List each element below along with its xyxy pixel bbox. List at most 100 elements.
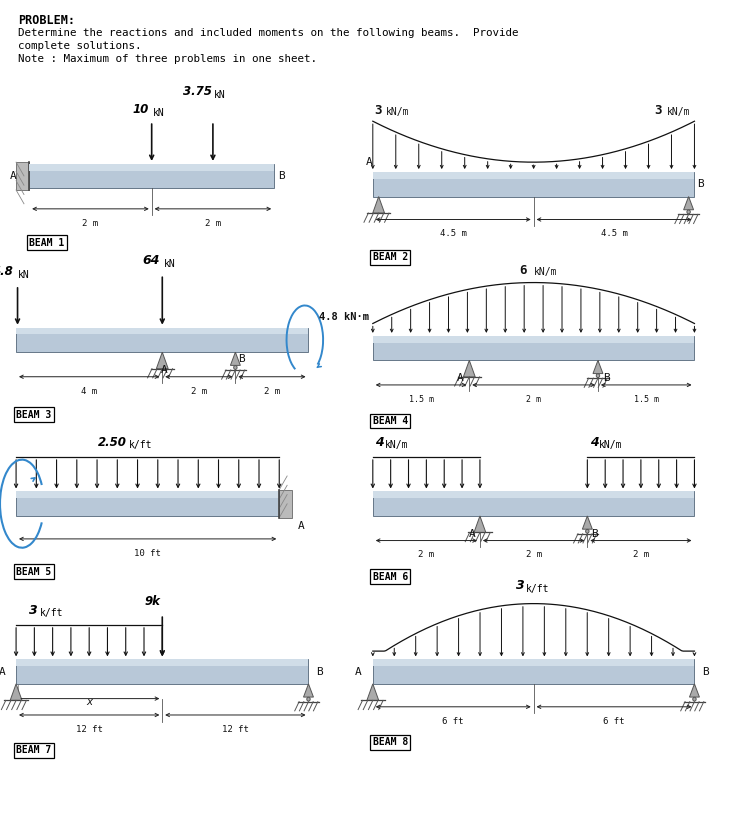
Bar	[373, 191, 694, 197]
Text: B: B	[697, 179, 704, 189]
Text: k/ft: k/ft	[39, 609, 63, 618]
Bar	[373, 510, 694, 516]
Text: BEAM 5: BEAM 5	[16, 567, 51, 577]
Polygon shape	[583, 516, 592, 529]
Text: 3.75: 3.75	[183, 85, 211, 98]
Text: 2 m: 2 m	[83, 219, 99, 228]
Text: 1.5 m: 1.5 m	[634, 395, 659, 404]
Circle shape	[586, 529, 589, 533]
Text: Determine the reactions and included moments on the following beams.  Provide: Determine the reactions and included mom…	[18, 28, 519, 38]
Text: 6 ft: 6 ft	[603, 717, 625, 726]
Text: B: B	[278, 171, 285, 181]
Text: 10 ft: 10 ft	[135, 549, 161, 558]
Bar	[373, 491, 694, 516]
Text: B: B	[702, 667, 708, 676]
Polygon shape	[303, 684, 314, 697]
Text: 2 m: 2 m	[264, 387, 280, 396]
Text: 4: 4	[375, 436, 384, 449]
Text: kN/m: kN/m	[534, 267, 557, 277]
Text: 2 m: 2 m	[205, 219, 221, 228]
Text: k/ft: k/ft	[526, 584, 550, 594]
Bar	[373, 491, 694, 498]
Text: 6: 6	[519, 264, 526, 277]
Bar	[16, 678, 308, 684]
Text: B: B	[591, 529, 598, 539]
Bar	[16, 328, 308, 352]
Bar	[373, 336, 694, 342]
Text: 2 m: 2 m	[418, 550, 434, 559]
Circle shape	[307, 697, 310, 701]
Text: A: A	[10, 171, 17, 181]
Text: BEAM 7: BEAM 7	[16, 745, 51, 755]
Text: kN: kN	[214, 90, 226, 100]
Text: 3: 3	[374, 104, 382, 117]
Text: 9k: 9k	[144, 595, 160, 608]
Text: kN/m: kN/m	[386, 107, 409, 117]
Text: BEAM 8: BEAM 8	[373, 737, 408, 747]
Circle shape	[693, 697, 696, 701]
Bar	[16, 162, 29, 190]
Polygon shape	[230, 352, 240, 365]
Text: A: A	[366, 157, 373, 167]
Text: kN: kN	[153, 108, 164, 118]
Text: BEAM 3: BEAM 3	[16, 410, 51, 419]
Bar	[29, 164, 274, 188]
Text: 2 m: 2 m	[191, 387, 207, 396]
Text: 4 m: 4 m	[81, 387, 97, 396]
Bar	[16, 491, 279, 516]
Bar	[373, 336, 694, 360]
Bar	[373, 355, 694, 360]
Text: PROBLEM:: PROBLEM:	[18, 14, 75, 27]
Polygon shape	[463, 360, 475, 377]
Text: 4.8 kN·m: 4.8 kN·m	[319, 312, 369, 322]
Text: 2.50: 2.50	[98, 436, 126, 449]
Bar	[16, 659, 308, 684]
Text: kN: kN	[18, 270, 30, 280]
Polygon shape	[156, 352, 168, 369]
Text: kN: kN	[164, 259, 175, 269]
Circle shape	[234, 365, 237, 369]
Text: Note : Maximum of three problems in one sheet.: Note : Maximum of three problems in one …	[18, 54, 317, 64]
Bar	[29, 183, 274, 188]
Bar	[16, 328, 308, 334]
Bar	[373, 659, 694, 684]
Text: 1.5 m: 1.5 m	[409, 395, 433, 404]
Text: 3: 3	[29, 604, 38, 617]
Text: 2 m: 2 m	[526, 395, 541, 404]
Bar	[16, 510, 279, 516]
Text: A: A	[160, 365, 167, 375]
Text: complete solutions.: complete solutions.	[18, 41, 142, 51]
Text: kN/m: kN/m	[667, 107, 690, 117]
Text: 3: 3	[654, 104, 662, 117]
Polygon shape	[373, 197, 385, 213]
Text: BEAM 2: BEAM 2	[373, 252, 408, 262]
Text: 64: 64	[143, 254, 160, 267]
Text: A: A	[0, 667, 5, 676]
Text: B: B	[238, 354, 245, 364]
Text: k/ft: k/ft	[129, 441, 152, 450]
Text: kN/m: kN/m	[599, 441, 623, 450]
Text: A: A	[298, 521, 304, 531]
Circle shape	[687, 210, 690, 214]
Text: BEAM 4: BEAM 4	[373, 416, 408, 426]
Bar	[373, 172, 694, 179]
Bar	[16, 659, 308, 666]
Bar	[373, 659, 694, 666]
Bar	[279, 490, 292, 518]
Text: 4.5 m: 4.5 m	[440, 229, 466, 238]
Text: 4.5 m: 4.5 m	[601, 229, 627, 238]
Text: A: A	[355, 667, 362, 676]
Bar	[373, 678, 694, 684]
Text: B: B	[316, 667, 322, 676]
Text: 2 m: 2 m	[526, 550, 542, 559]
Text: 3: 3	[516, 579, 525, 592]
Text: A: A	[457, 373, 464, 383]
Polygon shape	[683, 197, 694, 210]
Text: kN/m: kN/m	[385, 441, 408, 450]
Bar	[29, 164, 274, 170]
Text: A: A	[469, 529, 476, 539]
Text: B: B	[603, 373, 610, 383]
Polygon shape	[474, 516, 486, 532]
Text: 12 ft: 12 ft	[76, 725, 102, 734]
Text: x: x	[86, 697, 92, 707]
